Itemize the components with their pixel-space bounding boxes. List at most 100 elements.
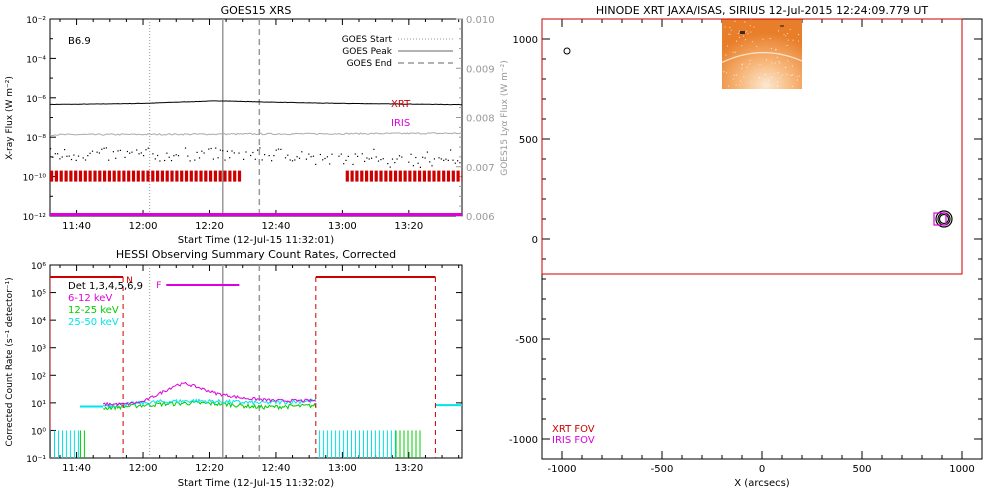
hessi-panel: HESSI Observing Summary Count Rates, Cor… — [5, 248, 463, 489]
data-point — [61, 156, 63, 158]
image-speckle — [739, 30, 740, 32]
image-speckle — [779, 77, 781, 79]
xrt-frame — [233, 170, 237, 182]
data-point — [210, 147, 212, 150]
y-tick-label: -500 — [515, 335, 538, 346]
xrt-frame — [369, 170, 373, 182]
xrt-frame — [88, 170, 92, 182]
image-speckle — [726, 45, 728, 47]
x-tick-label: 1000 — [949, 464, 974, 475]
image-speckle — [759, 63, 761, 65]
image-speckle — [783, 34, 785, 36]
data-point — [412, 165, 414, 167]
y-tick-label: 500 — [519, 135, 538, 146]
data-point — [324, 157, 326, 160]
xrt-frame — [156, 170, 160, 182]
image-feature — [740, 31, 745, 34]
data-point — [264, 154, 266, 156]
xrt-frame — [209, 170, 213, 182]
count-bar — [62, 430, 63, 458]
data-point — [101, 148, 103, 150]
data-point — [257, 149, 259, 151]
image-speckle — [789, 28, 791, 30]
data-point — [73, 154, 75, 156]
xrt-frame — [393, 170, 398, 182]
xrt-frame — [194, 170, 198, 182]
count-bar — [382, 430, 384, 458]
data-point — [343, 163, 345, 165]
data-point — [291, 160, 294, 162]
data-point — [115, 157, 117, 159]
data-point — [138, 153, 140, 155]
x-tick-label: 12:20 — [195, 463, 224, 474]
target-marker — [933, 210, 953, 228]
data-point — [445, 158, 447, 160]
image-speckle — [771, 61, 773, 63]
x-tick-label: 11:40 — [62, 221, 91, 232]
image-speckle — [743, 76, 745, 78]
data-point — [377, 160, 380, 162]
series-12-25-kev — [103, 400, 317, 411]
xrt-frame — [74, 170, 78, 182]
data-point — [96, 151, 98, 153]
image-speckle — [745, 39, 746, 41]
xrt-frame — [365, 170, 369, 182]
image-speckle — [778, 61, 780, 63]
data-point — [415, 156, 417, 159]
image-speckle — [759, 77, 760, 78]
solar-image — [722, 19, 802, 89]
image-speckle — [735, 84, 737, 86]
data-point — [198, 157, 201, 159]
image-speckle — [749, 25, 751, 27]
image-speckle — [747, 33, 749, 35]
data-point — [203, 152, 205, 154]
y-tick-label: 10⁵ — [31, 290, 46, 300]
xrt-frame — [78, 170, 83, 182]
data-point — [450, 149, 452, 151]
image-speckle — [736, 74, 737, 76]
data-point — [152, 153, 154, 155]
x-tick-label: 12:40 — [262, 221, 291, 232]
data-point — [143, 155, 145, 157]
data-point — [296, 156, 298, 158]
x-tick-label: 13:20 — [394, 221, 423, 232]
xrt-frame — [345, 170, 349, 182]
goes-y-axis-label: X-ray Flux (W m⁻²) — [5, 76, 15, 160]
image-speckle — [792, 74, 794, 76]
xrt-frame — [199, 170, 203, 182]
goes-y2-tick-labels: 0.010 0.009 0.008 0.007 0.006 — [466, 15, 495, 223]
count-bar — [327, 430, 329, 458]
x-tick-label: 12:40 — [262, 463, 291, 474]
count-bar — [77, 430, 79, 458]
count-bar — [83, 430, 85, 458]
image-speckle — [797, 79, 799, 81]
goes-class-label: B6.9 — [68, 36, 91, 47]
y2-tick-label: 0.006 — [466, 212, 495, 223]
count-bar — [367, 430, 368, 458]
count-bar — [390, 430, 392, 458]
data-point — [103, 147, 105, 149]
count-bar — [343, 430, 345, 458]
image-speckle — [738, 36, 740, 38]
image-speckle — [756, 46, 758, 47]
hessi-y-tick-labels: 10⁶ 10⁵ 10⁴ 10³ 10² 10¹ 10⁰ 10⁻¹ — [26, 262, 46, 465]
data-point — [289, 159, 291, 161]
xrt-frame — [112, 170, 116, 182]
goes-y2-axis-label: GOES15 Lyα Flux (W m⁻²) — [500, 60, 510, 176]
image-speckle — [799, 75, 801, 77]
xrt-frame — [189, 170, 193, 182]
marker-ring — [938, 213, 950, 225]
data-point — [422, 156, 424, 158]
goes-panel: GOES15 XRS 11:40 12:00 12:20 12:40 13:00… — [5, 4, 510, 246]
data-point — [329, 163, 331, 165]
xrt-frame — [223, 170, 227, 182]
image-speckle — [763, 82, 765, 84]
data-point — [319, 153, 321, 156]
hessi-night-label: N — [126, 276, 133, 286]
data-point — [70, 158, 73, 161]
data-point — [387, 163, 389, 165]
data-point — [447, 159, 449, 161]
data-point — [408, 161, 410, 163]
solar-limb — [721, 52, 803, 63]
legend-12-25-kev: 12-25 keV — [68, 305, 119, 316]
